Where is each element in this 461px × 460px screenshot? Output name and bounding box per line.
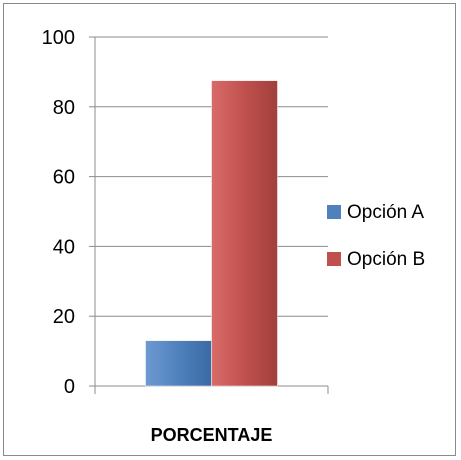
legend-swatch xyxy=(327,252,341,266)
y-tick-label: 20 xyxy=(53,306,75,328)
y-tick-label: 100 xyxy=(42,27,75,49)
legend-label: Opción A xyxy=(347,202,424,223)
legend-swatch xyxy=(327,205,341,219)
bars xyxy=(145,80,278,387)
bar-opci-n-a xyxy=(145,340,212,387)
legend: Opción A Opción B xyxy=(327,202,425,270)
x-category-label: PORCENTAJE xyxy=(151,425,273,445)
labels: 0 20 40 60 80 100 PORCENTAJE xyxy=(42,27,273,445)
legend-label: Opción B xyxy=(347,249,425,270)
y-tick-label: 40 xyxy=(53,236,75,258)
bar-opci-n-b xyxy=(211,80,278,387)
y-tick-label: 60 xyxy=(53,167,75,189)
y-tick-label: 0 xyxy=(64,376,75,398)
y-tick-label: 80 xyxy=(53,97,75,119)
